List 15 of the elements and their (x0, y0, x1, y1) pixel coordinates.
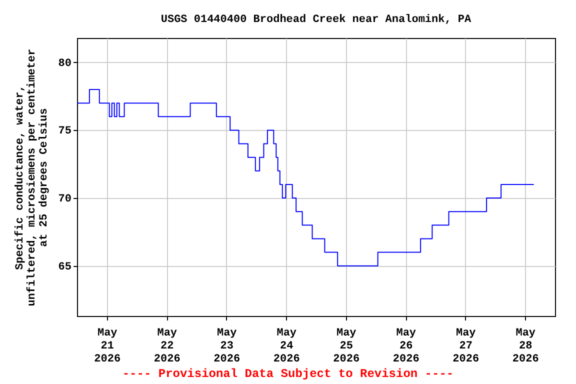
y-tick-label: 80 (58, 58, 72, 70)
x-tick-label: May 28 2026 (512, 328, 539, 366)
y-tick-label: 70 (58, 194, 72, 206)
x-tick-label: May 24 2026 (273, 328, 300, 366)
x-tick-label: May 26 2026 (392, 328, 420, 366)
x-tick-label: May 25 2026 (333, 328, 360, 366)
x-tick-label: May 21 2026 (94, 328, 121, 366)
text: ---- Provisional Data Subject to Revision ---- (121, 367, 455, 381)
y-tick-label: 65 (58, 261, 72, 274)
x-tick-label: May 23 2026 (214, 328, 240, 366)
x-tick-label: May 27 2026 (452, 328, 480, 366)
y-axis-title: Specific conductance, water, unfiltered, microsiemens per centimeter at 25 degrees Celsius (13, 48, 50, 306)
x-tick-label: May 22 2026 (154, 328, 180, 366)
y-tick-label: 75 (58, 126, 72, 138)
chart-title: USGS 01440400 Brodhead Creek near Analomink, PA (160, 14, 472, 26)
